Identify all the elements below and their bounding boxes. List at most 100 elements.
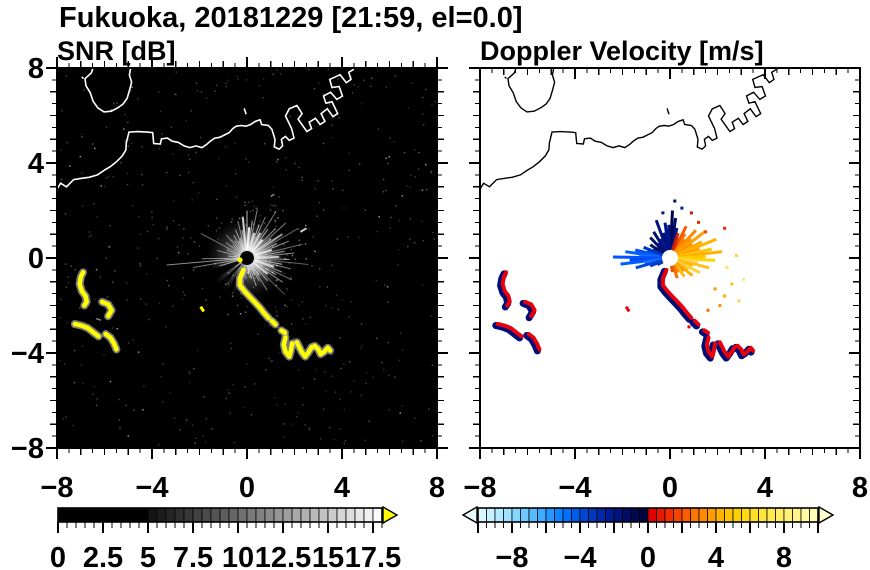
- doppler-colorbar-cell: [647, 507, 657, 523]
- snr-colorbar-cell: [120, 507, 131, 523]
- snr-colorbar-cell: [57, 507, 68, 523]
- y-tick-label: 8: [28, 53, 44, 85]
- snr-colorbar-ticks: [57, 522, 383, 533]
- snr-colorbar-label: 2.5: [83, 542, 123, 570]
- doppler-colorbar-cell: [571, 507, 581, 523]
- doppler-colorbar-label: 8: [776, 542, 792, 570]
- doppler-colorbar-cell: [664, 507, 674, 523]
- doppler-colorbar-label: −4: [563, 542, 596, 570]
- doppler-echo-trail: [492, 267, 756, 362]
- doppler-colorbar-cell: [783, 507, 793, 523]
- y-axis-labels: 8 4 0 −4 −8: [11, 53, 44, 465]
- snr-center-spot: [237, 257, 243, 263]
- snr-colorbar-labels: 0 2.5 5 7.5 10 12.5 15 17.5: [50, 542, 401, 570]
- doppler-colorbar-cell: [698, 507, 708, 523]
- snr-colorbar-cell: [66, 507, 77, 523]
- doppler-colorbar-cell: [758, 507, 768, 523]
- snr-colorbar-cell: [192, 507, 203, 523]
- doppler-colorbar-cell: [554, 507, 564, 523]
- snr-coastline: [57, 68, 355, 190]
- snr-colorbar-cell: [102, 507, 113, 523]
- doppler-colorbar-labels: −8 −4 0 4 8: [495, 542, 792, 570]
- doppler-velocity-rays: [612, 210, 723, 279]
- snr-colorbar-cell: [201, 507, 212, 523]
- doppler-colorbar-cell: [809, 507, 819, 523]
- snr-colorbar-cell: [336, 507, 347, 523]
- snr-colorbar-cell: [93, 507, 104, 523]
- doppler-colorbar-cell: [673, 507, 683, 523]
- y-tick-label: 4: [28, 148, 44, 180]
- y-tick-label: 0: [28, 243, 44, 275]
- snr-x-tick-label: 0: [239, 472, 255, 504]
- snr-colorbar-label: 10: [222, 542, 254, 570]
- snr-colorbar-cell: [219, 507, 230, 523]
- snr-echo-dash: [199, 305, 206, 313]
- doppler-colorbar-cell: [724, 507, 734, 523]
- snr-colorbar-cell: [363, 507, 374, 523]
- doppler-panel-content: [480, 68, 778, 362]
- snr-colorbar-cell: [84, 507, 95, 523]
- doppler-colorbar-cell: [775, 507, 785, 523]
- snr-colorbar-cell: [165, 507, 176, 523]
- snr-colorbar-cell: [129, 507, 140, 523]
- figure-title: Fukuoka, 20181229 [21:59, el=0.0]: [59, 2, 523, 34]
- snr-colorbar-cell: [345, 507, 356, 523]
- snr-colorbar-cell: [264, 507, 275, 523]
- doppler-colorbar-cell: [613, 507, 623, 523]
- snr-echo-dash: [95, 317, 102, 321]
- snr-axis-ticks: [46, 57, 448, 459]
- doppler-colorbar: −8 −4 0 4 8: [461, 505, 835, 570]
- doppler-center-hole: [662, 250, 678, 266]
- doppler-colorbar-cell: [588, 507, 598, 523]
- doppler-colorbar-cell: [503, 507, 513, 523]
- doppler-colorbar-cell: [639, 507, 649, 523]
- doppler-colorbar-cell: [494, 507, 504, 523]
- doppler-colorbar-cell: [630, 507, 640, 523]
- doppler-colorbar-cell: [656, 507, 666, 523]
- doppler-colorbar-cell: [800, 507, 810, 523]
- doppler-colorbar-cell: [707, 507, 717, 523]
- doppler-coastline: [480, 68, 778, 190]
- doppler-colorbar-cell: [537, 507, 547, 523]
- snr-colorbar-label: 12.5: [255, 542, 311, 570]
- doppler-scatter-dots: [661, 199, 746, 329]
- doppler-colorbar-cell: [528, 507, 538, 523]
- doppler-axis-ticks: [469, 67, 861, 459]
- snr-colorbar-cell: [75, 507, 86, 523]
- doppler-x-tick-label: 4: [757, 472, 773, 504]
- doppler-colorbar-label: 0: [640, 542, 656, 570]
- doppler-panel-title: Doppler Velocity [m/s]: [480, 36, 764, 66]
- doppler-colorbar-cell: [579, 507, 589, 523]
- snr-colorbar-cell: [291, 507, 302, 523]
- snr-echo-dash: [299, 227, 307, 233]
- doppler-colorbar-cell: [477, 507, 487, 523]
- snr-colorbar-label: 17.5: [345, 542, 401, 570]
- snr-colorbar-cell: [273, 507, 284, 523]
- snr-colorbar-cell: [138, 507, 149, 523]
- snr-colorbar-cell: [255, 507, 266, 523]
- snr-center-disk: [240, 251, 254, 265]
- snr-colorbar-label: 5: [140, 542, 156, 570]
- snr-x-tick-label: 8: [429, 472, 445, 504]
- snr-echo-dash: [270, 193, 275, 197]
- doppler-colorbar-cell: [792, 507, 802, 523]
- doppler-colorbar-ticks: [477, 522, 819, 533]
- snr-colorbar-cell: [210, 507, 221, 523]
- snr-echo-trail: [70, 265, 335, 361]
- snr-colorbar-cell: [318, 507, 329, 523]
- doppler-colorbar-label: −8: [495, 542, 528, 570]
- snr-colorbar-cell: [111, 507, 122, 523]
- snr-colorbar-cell: [354, 507, 365, 523]
- doppler-colorbar-cell: [486, 507, 496, 523]
- snr-colorbar-cell: [372, 507, 383, 523]
- doppler-x-tick-label: 8: [852, 472, 868, 504]
- doppler-x-tick-label: 0: [662, 472, 678, 504]
- doppler-colorbar-label: 4: [708, 542, 724, 570]
- doppler-colorbar-cell: [715, 507, 725, 523]
- snr-colorbar-cell: [156, 507, 167, 523]
- x-axis-labels: −8 −4 0 4 8 −8 −4 0 4 8: [40, 472, 868, 504]
- doppler-colorbar-over-arrow: [818, 505, 835, 525]
- doppler-colorbar-cell: [732, 507, 742, 523]
- snr-colorbar-over-arrow: [382, 505, 399, 525]
